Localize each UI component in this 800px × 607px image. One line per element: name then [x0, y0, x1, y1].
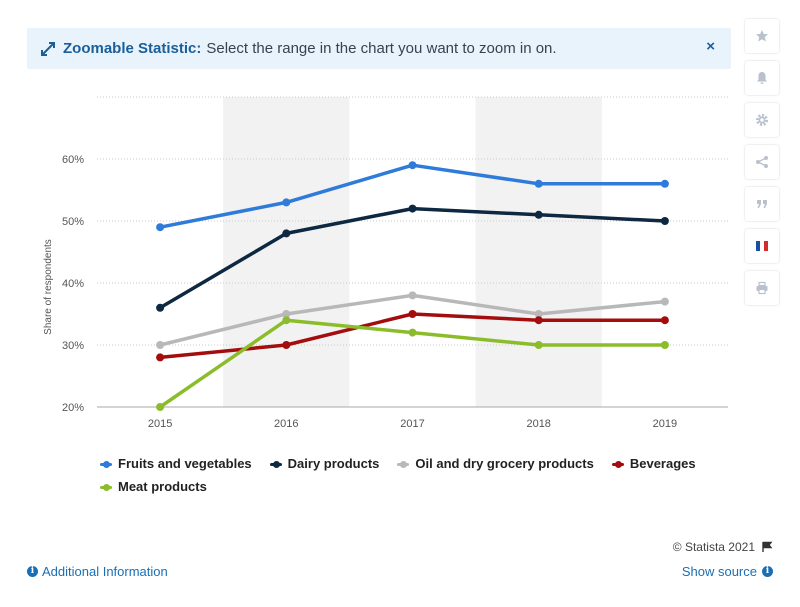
show-source-link[interactable]: Show source i [682, 564, 773, 579]
y-axis-label: Share of respondents [43, 239, 54, 335]
legend-item[interactable]: Fruits and vegetables [100, 456, 252, 471]
close-banner-button[interactable]: × [706, 38, 715, 55]
banner-title: Zoomable Statistic: [63, 40, 202, 57]
data-point[interactable] [534, 179, 543, 188]
data-point[interactable] [282, 310, 291, 318]
data-point[interactable] [156, 341, 165, 349]
data-point[interactable] [408, 291, 417, 300]
legend-item[interactable]: Oil and dry grocery products [397, 456, 594, 471]
bell-icon [757, 72, 767, 84]
legend-dot [103, 483, 110, 491]
show-source-label: Show source [681, 564, 757, 579]
data-point[interactable] [408, 161, 417, 170]
y-tick-label: 40% [62, 278, 84, 290]
legend-label: Beverages [629, 456, 696, 471]
share-button[interactable] [745, 145, 779, 179]
data-point[interactable] [408, 204, 417, 213]
info-icon: i [27, 566, 38, 577]
legend-item[interactable]: Dairy products [269, 456, 380, 471]
data-point[interactable] [282, 198, 291, 207]
data-point[interactable] [156, 223, 165, 232]
settings-button[interactable] [745, 103, 779, 137]
y-tick-label: 20% [62, 402, 84, 414]
additional-information-link[interactable]: i Additional Information [27, 564, 168, 579]
notification-button[interactable] [745, 61, 779, 95]
info-icon: i [762, 566, 773, 577]
banner-text: Select the range in the chart you want t… [206, 40, 557, 57]
plot-band [223, 97, 350, 407]
data-point[interactable] [660, 316, 669, 325]
language-button[interactable] [745, 229, 779, 263]
legend-dot [400, 460, 408, 468]
gear-icon [756, 114, 768, 126]
favorite-button[interactable] [745, 19, 779, 53]
report-flag-icon[interactable] [761, 541, 773, 553]
legend-swatch [100, 458, 112, 470]
data-point[interactable] [156, 353, 165, 362]
legend-swatch [269, 458, 282, 470]
legend-dot [272, 460, 280, 468]
expand-icon [41, 41, 55, 56]
data-point[interactable] [660, 179, 669, 188]
data-point[interactable] [408, 310, 417, 318]
legend-label: Oil and dry grocery products [415, 456, 594, 471]
legend-dot [103, 460, 110, 468]
x-tick-label: 2018 [526, 418, 550, 430]
data-point[interactable] [534, 310, 543, 318]
x-tick-label: 2019 [653, 418, 677, 430]
zoom-banner: Zoomable Statistic: Select the range in … [27, 28, 731, 69]
data-point[interactable] [534, 341, 543, 349]
data-point[interactable] [282, 316, 291, 325]
y-tick-label: 30% [62, 340, 84, 352]
data-point[interactable] [660, 297, 669, 306]
quote-icon [757, 200, 767, 208]
x-tick-label: 2017 [400, 418, 424, 430]
chart-legend: Fruits and vegetables Dairy products Oil a… [100, 456, 720, 502]
data-point[interactable] [534, 210, 543, 219]
additional-information-label: Additional Information [42, 564, 168, 579]
data-point[interactable] [282, 341, 291, 349]
data-point[interactable] [660, 217, 669, 225]
y-tick-label: 60% [62, 154, 84, 166]
data-point[interactable] [534, 316, 543, 325]
legend-label: Dairy products [287, 456, 380, 471]
x-tick-label: 2015 [148, 418, 172, 430]
x-tick-label: 2016 [274, 418, 298, 430]
credit-text: © Statista 2021 [672, 540, 755, 554]
data-point[interactable] [156, 403, 165, 411]
legend-item[interactable]: Beverages [611, 456, 696, 471]
plot-band [475, 97, 602, 407]
legend-dot [614, 460, 622, 468]
data-point[interactable] [156, 303, 165, 312]
y-tick-label: 50% [62, 216, 84, 228]
legend-label: Meat products [118, 479, 207, 494]
legend-swatch [100, 481, 112, 493]
statista-credit: © Statista 2021 [673, 540, 773, 554]
legend-swatch [397, 458, 410, 470]
legend-item[interactable]: Meat products [100, 479, 207, 494]
legend-swatch [611, 458, 624, 470]
data-point[interactable] [408, 328, 417, 337]
print-button[interactable] [745, 271, 779, 305]
print-icon [756, 281, 768, 295]
line-chart[interactable]: 20% 30% 40% 50% 60% 2015 2016 2017 2018 2019 Share… [0, 80, 800, 450]
share-icon [756, 156, 768, 168]
data-point[interactable] [282, 229, 291, 238]
side-toolbar [745, 19, 779, 313]
citation-button[interactable] [745, 187, 779, 221]
data-point[interactable] [660, 341, 669, 349]
legend-label: Fruits and vegetables [118, 456, 252, 471]
flag-fr-icon [756, 241, 768, 251]
star-icon [756, 30, 768, 42]
